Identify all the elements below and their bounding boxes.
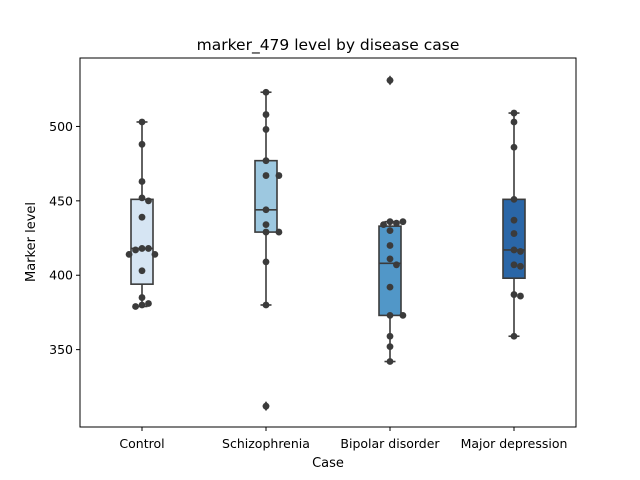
data-point xyxy=(262,157,270,165)
data-point xyxy=(262,258,270,266)
data-point xyxy=(517,248,524,255)
data-point xyxy=(393,261,400,269)
chart-title: marker_479 level by disease case xyxy=(197,36,460,55)
data-point xyxy=(386,283,394,291)
data-point xyxy=(386,343,394,351)
data-point xyxy=(386,358,394,365)
data-point xyxy=(125,251,133,258)
y-axis-label: Marker level xyxy=(24,202,39,282)
data-point xyxy=(275,172,283,179)
data-point xyxy=(275,228,283,236)
data-point xyxy=(262,221,270,229)
data-point xyxy=(386,76,394,84)
x-axis-label: Case xyxy=(312,456,344,471)
data-point xyxy=(399,218,407,226)
data-point xyxy=(399,312,407,319)
axes-frame xyxy=(79,57,577,428)
data-point xyxy=(517,262,524,270)
data-point xyxy=(138,213,146,221)
y-tick-label: 350 xyxy=(49,342,73,357)
data-point xyxy=(138,178,146,185)
y-tick-label: 500 xyxy=(49,119,73,134)
data-point xyxy=(262,126,270,133)
data-point xyxy=(386,332,394,340)
data-point xyxy=(138,294,146,301)
data-point xyxy=(151,251,159,258)
data-point xyxy=(386,218,394,226)
y-tick-label: 450 xyxy=(49,193,73,208)
x-tick-label: Bipolar disorder xyxy=(340,436,440,451)
data-point xyxy=(138,245,146,252)
data-point xyxy=(510,291,518,298)
data-point xyxy=(145,197,152,205)
data-point xyxy=(138,118,146,126)
x-tick-label: Major depression xyxy=(461,436,568,451)
data-point xyxy=(262,88,270,96)
data-point xyxy=(386,227,394,234)
x-tick-label: Schizophrenia xyxy=(222,436,310,451)
data-point xyxy=(386,242,394,249)
data-point xyxy=(138,194,146,202)
data-point xyxy=(380,221,387,229)
box xyxy=(378,225,402,317)
data-point xyxy=(138,140,146,148)
data-point xyxy=(138,301,146,309)
data-point xyxy=(262,301,270,309)
data-point xyxy=(262,172,270,179)
data-point xyxy=(510,118,518,126)
y-tick-label: 400 xyxy=(49,268,73,283)
data-point xyxy=(510,246,518,254)
data-point xyxy=(510,230,518,237)
data-point xyxy=(138,267,146,275)
data-point xyxy=(510,261,518,269)
data-point xyxy=(510,195,518,203)
data-point xyxy=(145,300,152,307)
x-tick-label: Control xyxy=(119,436,164,451)
data-point xyxy=(262,228,270,236)
data-point xyxy=(517,292,524,300)
data-point xyxy=(393,219,400,227)
data-point xyxy=(386,255,394,263)
data-point xyxy=(262,111,270,118)
data-point xyxy=(386,312,394,319)
data-point xyxy=(145,245,152,252)
data-point xyxy=(262,402,270,410)
data-point xyxy=(510,332,518,340)
data-point xyxy=(132,246,139,254)
plot-area: 350 400 450 500 Control Schizophrenia Bipolar … xyxy=(49,75,567,451)
data-point xyxy=(132,303,139,310)
data-point xyxy=(510,143,518,151)
data-point xyxy=(510,216,518,224)
data-point xyxy=(510,109,518,117)
data-point xyxy=(262,206,270,214)
